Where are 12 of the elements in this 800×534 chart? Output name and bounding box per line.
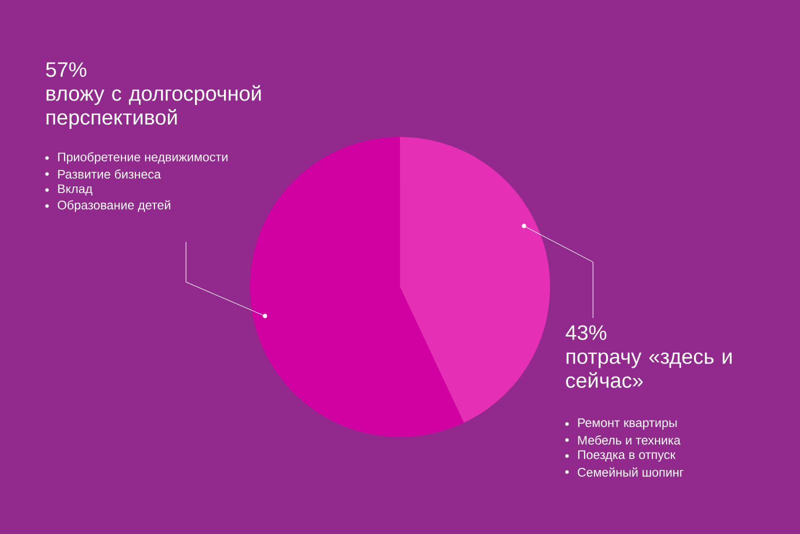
text: Ремонт квартиры [578,418,677,430]
text: Развитие бизнеса [58,169,161,179]
text: Мебель и техника [578,435,681,445]
slice-label: потрачу «здесь и сейчас» [566,352,732,388]
text: Образование детей [58,200,170,212]
text: Вклад [58,184,92,196]
text: Поездка в отпуск [578,450,676,462]
data-label: 57% [46,62,86,77]
data-label: 43% [566,325,606,340]
text: Приобретение недвижимости [58,152,228,164]
text: Семейный шопинг [578,467,684,477]
slice-label: вложу с долгосрочной перспективой [46,85,261,129]
